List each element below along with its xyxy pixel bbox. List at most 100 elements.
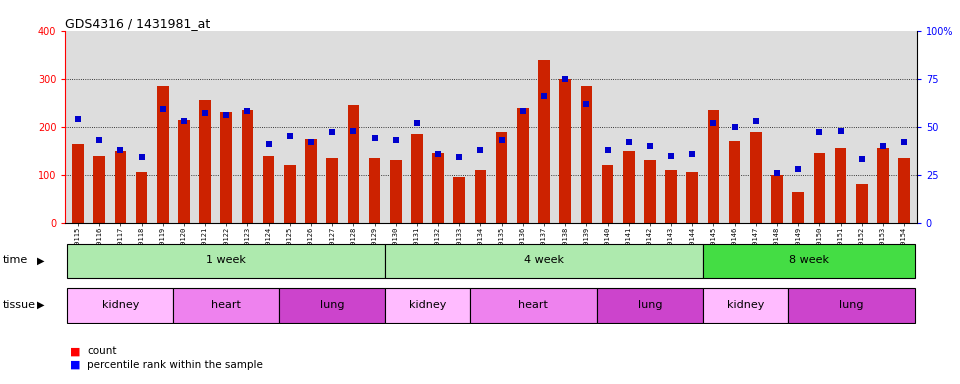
Text: lung: lung (637, 300, 662, 310)
Point (70, 116, 85, 122)
Point (706, 120, 721, 126)
Text: ■: ■ (70, 360, 81, 370)
Bar (200, 100, 211, 223)
Bar (703, 244, 915, 278)
Bar (326, 158, 338, 223)
Text: ▶: ▶ (36, 255, 44, 265)
Bar (67, 288, 174, 323)
Point (854, 156, 870, 162)
Text: ▶: ▶ (36, 300, 44, 310)
Point (558, 76, 573, 82)
Point (324, 129, 340, 136)
Text: kidney: kidney (727, 300, 764, 310)
Text: tissue: tissue (3, 300, 36, 310)
Bar (279, 288, 385, 323)
Bar (178, 119, 190, 223)
Bar (93, 156, 105, 223)
Bar (623, 151, 635, 223)
Point (472, 147, 488, 153)
Bar (560, 79, 571, 223)
Bar (792, 192, 804, 223)
Text: heart: heart (211, 300, 241, 310)
Point (579, 101, 594, 107)
Point (219, 112, 234, 118)
Bar (787, 288, 915, 323)
Bar (174, 288, 279, 323)
Bar (348, 105, 359, 223)
Bar (581, 86, 592, 223)
Point (303, 139, 319, 145)
Text: GDS4316 / 1431981_at: GDS4316 / 1431981_at (65, 17, 210, 30)
Bar (284, 165, 296, 223)
Bar (369, 158, 380, 223)
Point (133, 154, 149, 161)
Bar (644, 161, 656, 223)
Text: percentile rank within the sample: percentile rank within the sample (87, 360, 263, 370)
Point (748, 118, 763, 124)
Point (388, 137, 403, 143)
Text: 8 week: 8 week (789, 255, 828, 265)
Point (240, 108, 255, 114)
Text: time: time (3, 255, 28, 265)
Bar (67, 244, 385, 278)
Bar (517, 108, 529, 223)
Bar (495, 131, 508, 223)
Text: lung: lung (839, 300, 863, 310)
Point (198, 110, 213, 116)
Text: kidney: kidney (102, 300, 139, 310)
Bar (72, 144, 84, 223)
Bar (135, 172, 148, 223)
Bar (597, 288, 703, 323)
Bar (242, 110, 253, 223)
Point (897, 139, 912, 145)
Point (346, 127, 361, 134)
Point (812, 129, 828, 136)
Text: 1 week: 1 week (206, 255, 246, 265)
Text: count: count (87, 346, 117, 356)
Bar (856, 184, 868, 223)
Bar (539, 60, 550, 223)
Bar (665, 170, 677, 223)
Point (494, 137, 510, 143)
Text: kidney: kidney (409, 300, 446, 310)
Bar (114, 151, 126, 223)
Bar (385, 244, 703, 278)
Point (684, 151, 700, 157)
Bar (899, 158, 910, 223)
Bar (708, 110, 719, 223)
Text: lung: lung (320, 300, 345, 310)
Bar (385, 288, 469, 323)
Bar (729, 141, 740, 223)
Point (112, 147, 128, 153)
Bar (703, 288, 787, 323)
Bar (156, 86, 169, 223)
Bar (411, 134, 422, 223)
Bar (432, 153, 444, 223)
Point (769, 170, 784, 176)
Point (451, 154, 467, 161)
Bar (813, 153, 826, 223)
Point (155, 106, 170, 113)
Point (663, 152, 679, 159)
Point (367, 135, 382, 141)
Point (430, 151, 445, 157)
Point (261, 141, 276, 147)
Text: ■: ■ (70, 346, 81, 356)
Point (91, 137, 107, 143)
Point (790, 166, 805, 172)
Bar (390, 161, 401, 223)
Point (516, 108, 531, 114)
Bar (305, 139, 317, 223)
Bar (877, 148, 889, 223)
Point (177, 118, 192, 124)
Point (282, 133, 298, 139)
Bar (750, 131, 761, 223)
Bar (469, 288, 597, 323)
Point (621, 139, 636, 145)
Bar (834, 148, 847, 223)
Text: 4 week: 4 week (524, 255, 564, 265)
Bar (771, 175, 782, 223)
Point (833, 127, 849, 134)
Point (642, 143, 658, 149)
Bar (474, 170, 487, 223)
